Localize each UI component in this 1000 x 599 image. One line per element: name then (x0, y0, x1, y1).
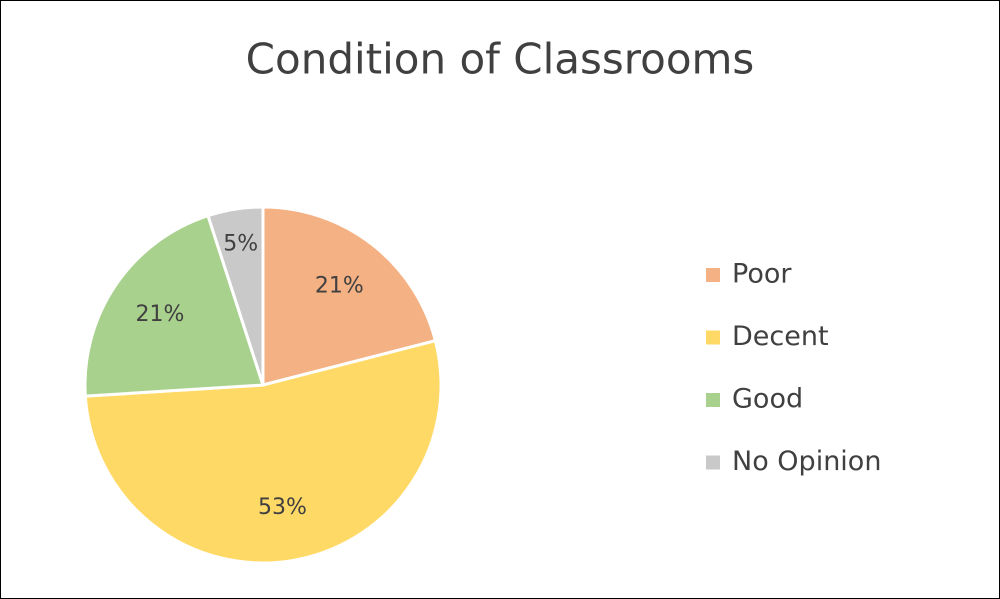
data-label: 21% (135, 302, 184, 327)
legend-label: Poor (732, 259, 792, 290)
legend-swatch (706, 393, 720, 407)
chart-title: Condition of Classrooms (246, 35, 755, 84)
legend-swatch (706, 268, 720, 282)
legend-swatch (706, 455, 720, 470)
data-label: 53% (258, 495, 307, 520)
legend-label: No Opinion (732, 446, 881, 477)
data-label: 5% (223, 231, 258, 256)
legend-label: Good (732, 384, 803, 415)
pie-slice (206, 205, 265, 386)
pie-slice (83, 338, 443, 565)
legend-swatch (706, 330, 720, 345)
data-label: 21% (315, 274, 364, 299)
pie-slice (83, 213, 266, 398)
legend-label: Decent (732, 321, 829, 352)
pie-slice (261, 205, 438, 387)
